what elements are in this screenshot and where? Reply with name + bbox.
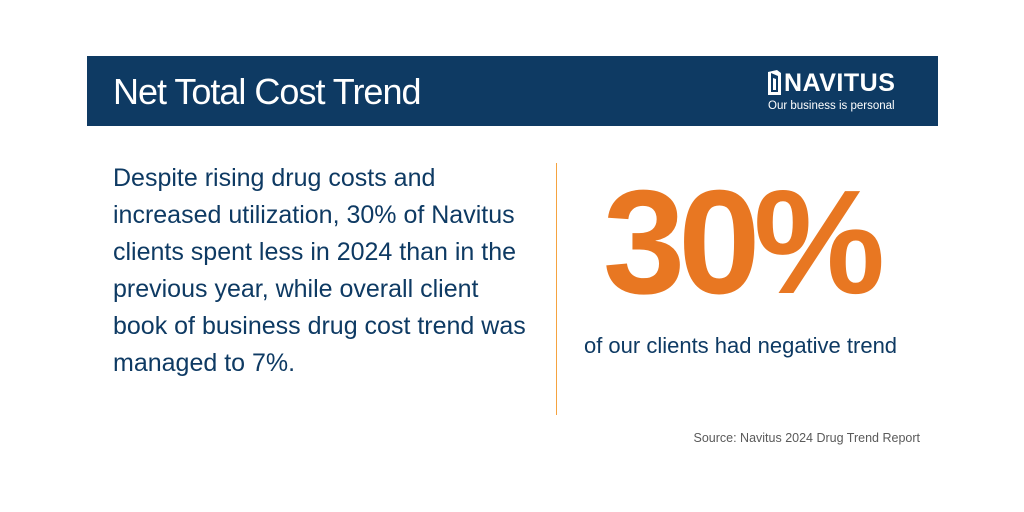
- logo-tagline: Our business is personal: [768, 100, 895, 112]
- page-title: Net Total Cost Trend: [113, 71, 421, 112]
- logo-name: NAVITUS: [784, 69, 896, 97]
- vertical-divider: [556, 163, 557, 415]
- stat-caption: of our clients had negative trend: [583, 333, 898, 358]
- navitus-mark-icon: [768, 70, 781, 95]
- summary-text: Despite rising drug costs and increased …: [113, 164, 526, 377]
- header-bar: Net Total Cost Trend NAVITUS Our busines…: [87, 56, 938, 126]
- source-note: Source: Navitus 2024 Drug Trend Report: [693, 431, 920, 445]
- navitus-logo: NAVITUS Our business is personal: [768, 68, 920, 112]
- stat-value: 30%: [602, 160, 885, 325]
